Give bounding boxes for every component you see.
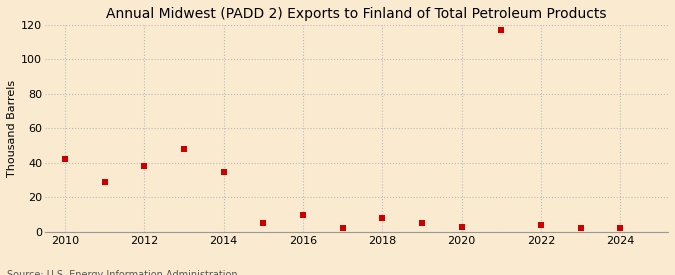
Point: [178, 147, 189, 151]
Point: [218, 169, 229, 174]
Point: [298, 213, 308, 217]
Point: [59, 157, 70, 162]
Title: Annual Midwest (PADD 2) Exports to Finland of Total Petroleum Products: Annual Midwest (PADD 2) Exports to Finla…: [106, 7, 607, 21]
Point: [615, 226, 626, 231]
Point: [139, 164, 150, 169]
Point: [377, 216, 387, 220]
Point: [575, 226, 586, 231]
Point: [258, 221, 269, 226]
Point: [536, 223, 547, 227]
Text: Source: U.S. Energy Information Administration: Source: U.S. Energy Information Administ…: [7, 271, 238, 275]
Point: [99, 180, 110, 184]
Point: [496, 28, 507, 32]
Point: [456, 224, 467, 229]
Point: [416, 221, 427, 226]
Point: [338, 226, 348, 231]
Y-axis label: Thousand Barrels: Thousand Barrels: [7, 80, 17, 177]
